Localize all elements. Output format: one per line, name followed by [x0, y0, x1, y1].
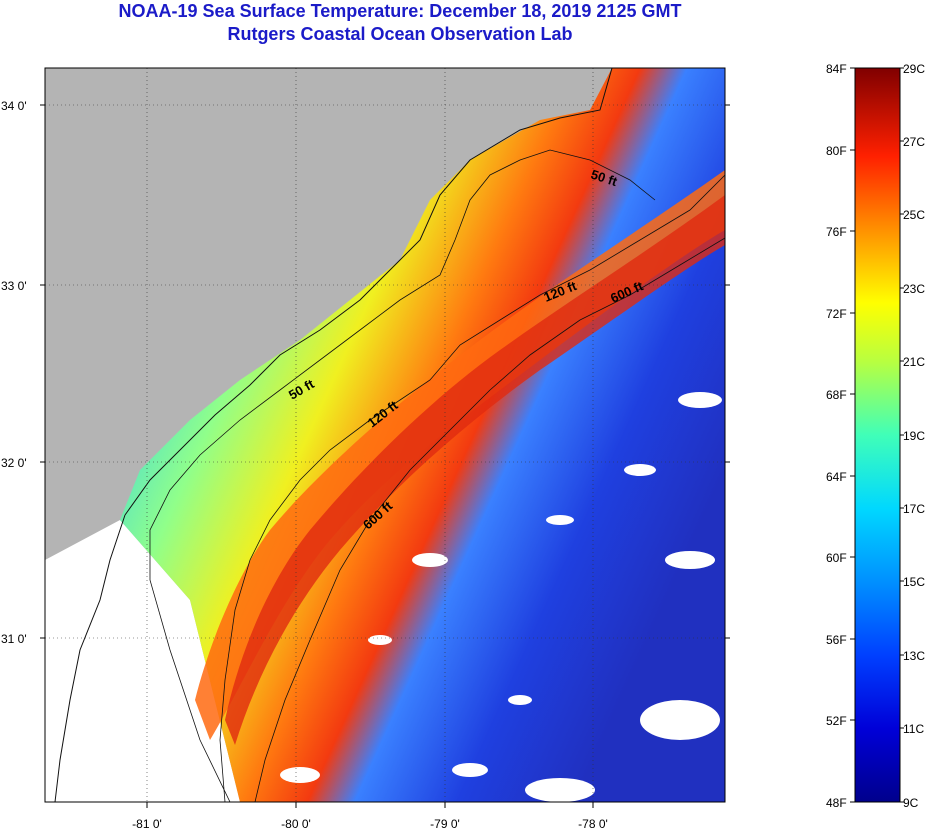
- colorbar-c-label: 13C: [903, 649, 925, 663]
- colorbar-fahrenheit-labels: 84F 80F 76F 72F 68F 64F 60F 56F 52F 48F: [826, 62, 847, 810]
- colorbar-f-label: 52F: [826, 714, 847, 728]
- map-frame: [44, 67, 726, 803]
- colorbar-f-label: 64F: [826, 470, 847, 484]
- colorbar-f-label: 56F: [826, 633, 847, 647]
- lon-tick-label: -80 0': [281, 817, 311, 831]
- isobath-50ft: [149, 149, 656, 802]
- colorbar-f-label: 72F: [826, 307, 847, 321]
- no-data-area: [45, 520, 240, 802]
- subtitle: Rutgers Coastal Ocean Observation Lab: [227, 24, 573, 44]
- lat-tick-label: 31 0': [1, 632, 27, 646]
- colorbar-c-label: 11C: [903, 722, 924, 736]
- colorbar-c-label: 27C: [903, 135, 925, 149]
- colorbar-c-label: 25C: [903, 208, 925, 222]
- colorbar-f-label: 76F: [826, 225, 847, 239]
- colorbar-c-label: 21C: [903, 355, 925, 369]
- graticule: [45, 68, 725, 802]
- lat-tick-label: 33 0': [1, 279, 27, 293]
- colorbar-f-label: 80F: [826, 144, 847, 158]
- axis-ticks: [40, 104, 730, 808]
- map-panel: 50 ft 50 ft 120 ft 120 ft 600 ft 600 ft: [45, 68, 725, 802]
- isobath-600ft: [254, 237, 725, 802]
- colorbar-c-label: 9C: [903, 796, 919, 810]
- coastline: [124, 68, 613, 516]
- colorbar-c-label: 29C: [903, 62, 925, 76]
- lat-tick-label: 34 0': [1, 99, 27, 113]
- coastline-south: [54, 514, 126, 802]
- colorbar-f-label: 68F: [826, 388, 847, 402]
- colorbar-c-label: 19C: [903, 429, 925, 443]
- cloud-patches: [280, 392, 722, 802]
- colorbar-f-label: 60F: [826, 551, 847, 565]
- colorbar-celsius-labels: 29C 27C 25C 23C 21C 19C 17C 15C 13C 11C …: [903, 62, 925, 810]
- lon-tick-label: -79 0': [430, 817, 460, 831]
- lon-tick-label: -78 0': [578, 817, 608, 831]
- colorbar-ticks: [850, 67, 904, 803]
- colorbar-f-label: 84F: [826, 62, 847, 76]
- colorbar: [854, 67, 901, 803]
- colorbar-c-label: 17C: [903, 502, 925, 516]
- lat-tick-label: 32 0': [1, 456, 27, 470]
- colorbar-f-label: 48F: [826, 796, 847, 810]
- gulf-stream-core: [225, 195, 725, 745]
- main-title: NOAA-19 Sea Surface Temperature: Decembe…: [118, 1, 682, 21]
- isobath-120ft: [219, 174, 725, 802]
- lon-tick-label: -81 0': [132, 817, 162, 831]
- colorbar-c-label: 15C: [903, 575, 925, 589]
- colorbar-c-label: 23C: [903, 282, 925, 296]
- title-block: NOAA-19 Sea Surface Temperature: Decembe…: [0, 0, 800, 46]
